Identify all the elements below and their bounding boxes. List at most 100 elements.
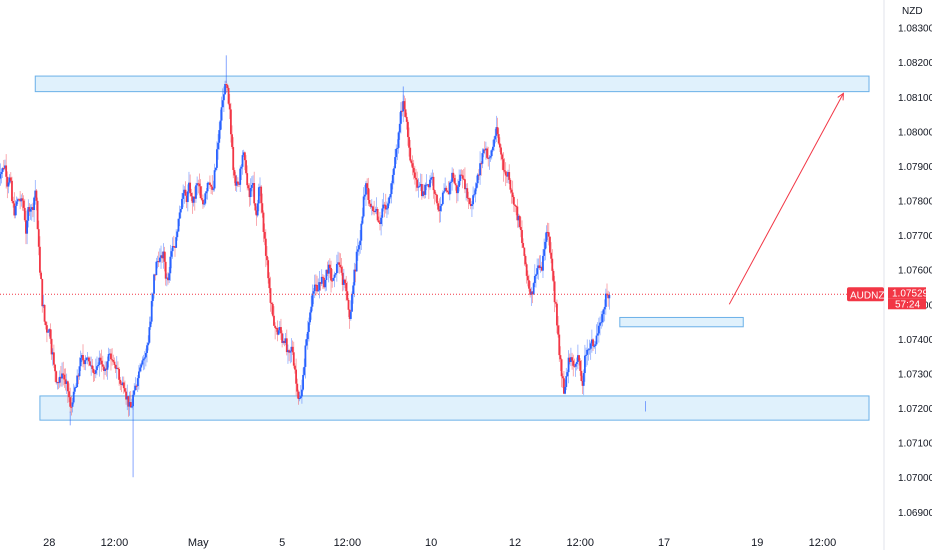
- candle-body: [204, 193, 207, 204]
- candle-body: [205, 191, 208, 194]
- candle-body: [99, 357, 102, 361]
- candle-body: [376, 209, 379, 221]
- candle-body: [178, 212, 181, 219]
- candle-body: [318, 282, 321, 291]
- candle-body: [528, 280, 530, 289]
- x-tick-label: May: [188, 537, 209, 549]
- candle-body: [363, 194, 366, 197]
- candle-body: [379, 222, 381, 225]
- candle-body: [403, 101, 406, 110]
- candle-body: [326, 269, 329, 274]
- candle-body: [176, 231, 179, 238]
- candle-body: [333, 274, 336, 278]
- candle-body: [203, 203, 206, 205]
- candle-body: [561, 376, 564, 379]
- candle-body: [452, 172, 455, 179]
- candle-body: [63, 374, 66, 380]
- candle-body: [393, 168, 395, 175]
- candle-body: [149, 321, 152, 328]
- candle-body: [334, 273, 337, 275]
- candle-body: [97, 364, 100, 367]
- candle-body: [115, 367, 118, 369]
- price-axis[interactable]: NZD 1.08300 1.08200 1.08100 1.08000 1.07900 1…: [898, 6, 932, 519]
- candle-body: [27, 207, 30, 221]
- candle-body: [171, 246, 174, 252]
- candle-body: [367, 187, 370, 200]
- candle-body: [387, 203, 389, 209]
- candle-body: [206, 182, 209, 192]
- candle-body: [226, 84, 229, 89]
- candle-body: [266, 255, 268, 261]
- candle-body: [576, 355, 579, 362]
- candle-body: [248, 188, 251, 198]
- candle-body: [126, 396, 129, 400]
- candle-body: [391, 174, 394, 184]
- candle-body: [193, 196, 196, 199]
- candle-body: [13, 203, 16, 216]
- candle-body: [47, 331, 49, 333]
- candle-body: [542, 255, 544, 271]
- candle-body: [466, 188, 469, 198]
- candle-body: [351, 293, 353, 312]
- candle-body: [200, 198, 203, 200]
- candle-body: [259, 186, 261, 188]
- candle-body: [437, 203, 440, 210]
- candle-body: [80, 355, 83, 358]
- candle-body: [133, 390, 136, 395]
- candle-body: [184, 189, 187, 196]
- candle-body: [550, 252, 553, 259]
- candle-body: [604, 293, 607, 307]
- candle-body: [345, 283, 348, 292]
- candle-body: [394, 157, 396, 169]
- candle-body: [320, 276, 323, 284]
- candle-body: [370, 206, 373, 208]
- candle-body: [479, 163, 481, 176]
- y-tick-label: 1.07300: [898, 369, 932, 380]
- candle-body: [209, 182, 211, 186]
- candle-body: [327, 264, 330, 274]
- candle-body: [530, 291, 533, 295]
- candle-body: [303, 366, 306, 375]
- candle-body: [512, 197, 515, 205]
- candle-body: [127, 396, 130, 407]
- candle-body: [412, 167, 415, 173]
- candle-body: [597, 325, 600, 334]
- candle-body: [365, 183, 367, 195]
- candle-body: [292, 352, 295, 366]
- candle-body: [424, 184, 427, 195]
- candle-body: [118, 369, 121, 380]
- time-axis[interactable]: 28 12:00 May 5 12:00 10 12 12:00 17 19 12:00: [43, 537, 836, 549]
- candle-body: [9, 177, 12, 181]
- candle-body: [78, 366, 81, 377]
- candle-body: [225, 83, 228, 85]
- candle-body: [36, 200, 39, 230]
- candle-body: [302, 374, 304, 390]
- candle-body: [179, 209, 182, 213]
- x-tick-label: 19: [751, 537, 763, 549]
- candle-body: [46, 325, 48, 333]
- candle-body: [113, 361, 116, 365]
- candle-body: [5, 165, 8, 177]
- candle-body: [73, 387, 76, 392]
- candle-body: [297, 391, 300, 399]
- candle-body: [253, 183, 256, 204]
- candle-body: [260, 186, 263, 204]
- candle-body: [250, 185, 253, 188]
- candle-body: [417, 186, 420, 188]
- candle-body: [52, 352, 55, 365]
- candle-body: [270, 302, 273, 305]
- candle-body: [35, 190, 38, 201]
- candle-body: [263, 231, 266, 239]
- candle-body: [249, 187, 252, 198]
- candle-body: [106, 361, 109, 370]
- candle-body: [375, 209, 378, 211]
- candle-body: [491, 146, 494, 151]
- candle-body: [362, 196, 365, 217]
- candle-body: [532, 283, 535, 295]
- candle-body: [268, 278, 271, 289]
- candle-body: [264, 238, 267, 256]
- candle-body: [108, 353, 111, 355]
- candle-body: [112, 360, 115, 362]
- y-tick-label: 1.07600: [898, 266, 932, 277]
